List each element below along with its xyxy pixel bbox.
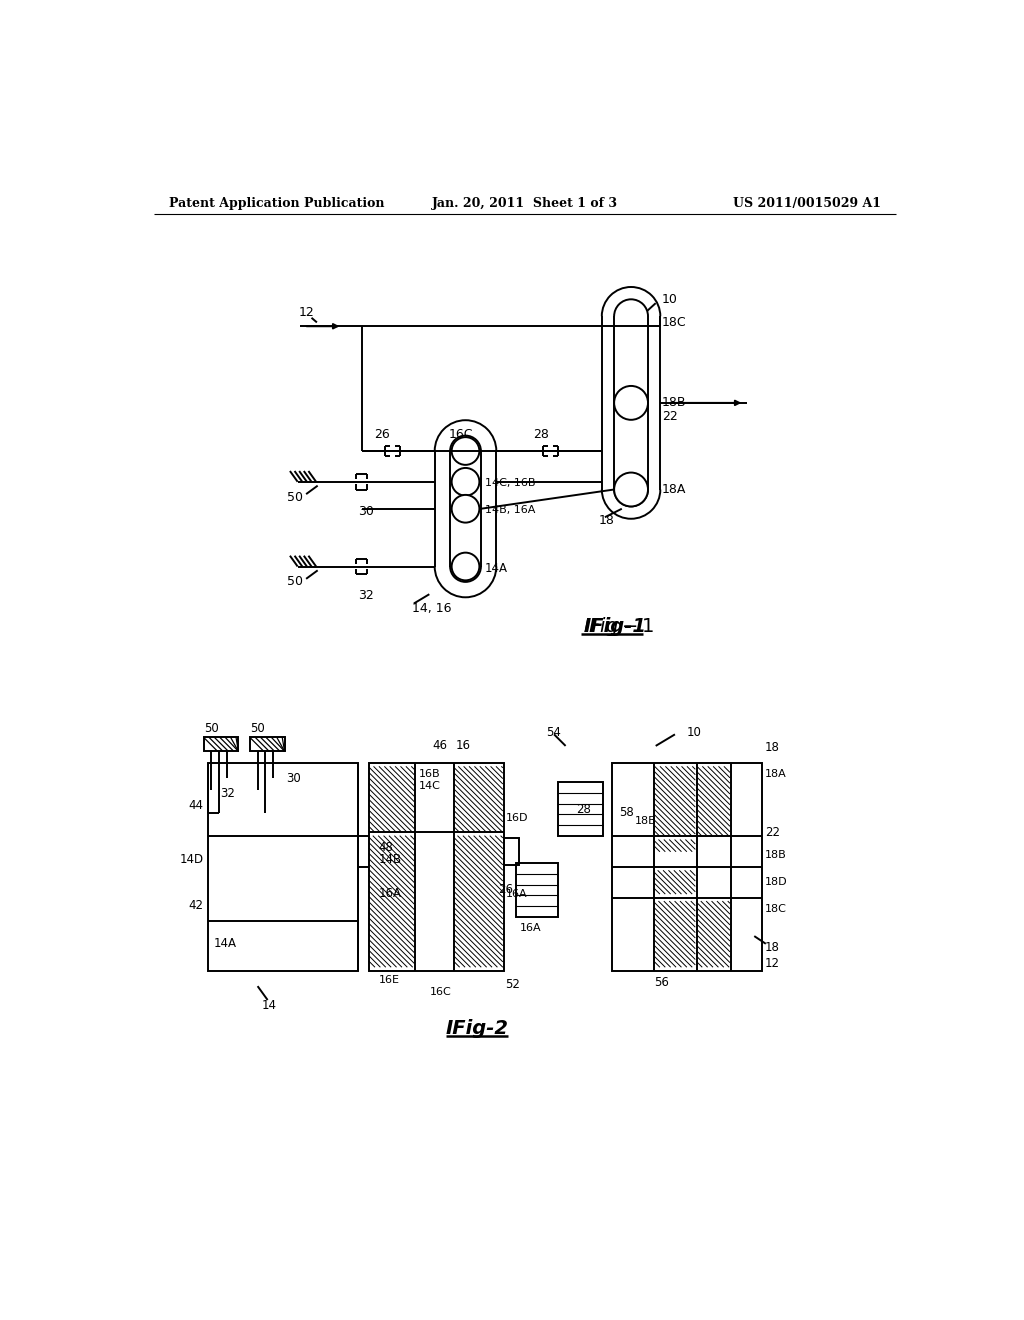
Text: 16A: 16A (379, 887, 401, 900)
Text: 16B: 16B (419, 770, 441, 779)
Text: 22: 22 (765, 825, 780, 838)
Text: 30: 30 (358, 504, 375, 517)
Text: 48: 48 (379, 841, 393, 854)
Text: 14A: 14A (214, 937, 237, 950)
Text: 14B: 14B (379, 853, 401, 866)
Text: 30: 30 (286, 772, 301, 785)
Text: 16C: 16C (430, 987, 452, 998)
Circle shape (452, 495, 479, 523)
Text: 10: 10 (662, 293, 678, 306)
Circle shape (614, 385, 648, 420)
Text: 26: 26 (499, 883, 514, 896)
Text: 14: 14 (261, 999, 276, 1012)
Text: 16C: 16C (449, 428, 473, 441)
Bar (204, 738, 239, 751)
Text: 14C, 16B: 14C, 16B (484, 478, 536, 488)
Text: 12: 12 (298, 306, 314, 319)
Text: 46: 46 (432, 739, 447, 752)
Text: 42: 42 (188, 899, 204, 912)
Text: 18A: 18A (662, 483, 686, 496)
Text: 18: 18 (765, 741, 780, 754)
Text: 16A: 16A (506, 888, 527, 899)
Text: 18C: 18C (662, 315, 686, 329)
Circle shape (452, 553, 479, 581)
Circle shape (614, 473, 648, 507)
Text: 10: 10 (686, 726, 701, 739)
Text: 16A: 16A (519, 924, 541, 933)
Circle shape (452, 437, 479, 465)
Text: 12: 12 (765, 957, 780, 970)
Text: 22: 22 (662, 411, 678, 424)
Text: 18B: 18B (662, 396, 686, 409)
Text: 16: 16 (456, 739, 470, 752)
Circle shape (452, 469, 479, 496)
Text: 16D: 16D (506, 813, 528, 824)
Bar (611, 763, 762, 970)
Text: 14C: 14C (419, 781, 441, 791)
Text: 50: 50 (250, 722, 264, 735)
Text: 14D: 14D (179, 853, 204, 866)
Bar (250, 738, 285, 751)
Text: 18B: 18B (635, 816, 656, 825)
Text: 28: 28 (534, 428, 549, 441)
Text: 32: 32 (358, 589, 374, 602)
Bar (515, 863, 558, 917)
Text: 32: 32 (220, 787, 236, 800)
Text: 50: 50 (287, 576, 303, 589)
Bar (558, 781, 602, 836)
Text: Jan. 20, 2011  Sheet 1 of 3: Jan. 20, 2011 Sheet 1 of 3 (432, 197, 617, 210)
Text: $\it{IFig-1}$: $\it{IFig-1}$ (584, 615, 654, 638)
Text: 18B: 18B (765, 850, 786, 861)
Text: 44: 44 (188, 799, 204, 812)
Text: 14B, 16A: 14B, 16A (484, 506, 536, 515)
Text: 28: 28 (577, 803, 591, 816)
Text: 52: 52 (506, 978, 520, 991)
Text: IFig-1: IFig-1 (584, 616, 646, 636)
Text: 14, 16: 14, 16 (412, 602, 452, 615)
Text: 18C: 18C (765, 904, 786, 915)
Text: 58: 58 (620, 807, 634, 820)
Text: 18A: 18A (765, 770, 786, 779)
Text: 50: 50 (287, 491, 303, 504)
Text: 18: 18 (765, 941, 780, 954)
Bar (208, 763, 357, 970)
Text: 16E: 16E (379, 975, 399, 985)
Text: 26: 26 (374, 428, 389, 441)
Text: 18: 18 (599, 513, 614, 527)
Text: 50: 50 (204, 722, 218, 735)
Bar (370, 763, 504, 970)
Bar (504, 838, 519, 866)
Text: 14A: 14A (484, 561, 508, 574)
Text: US 2011/0015029 A1: US 2011/0015029 A1 (732, 197, 881, 210)
Text: Patent Application Publication: Patent Application Publication (169, 197, 385, 210)
Text: 56: 56 (654, 975, 669, 989)
Text: 18D: 18D (765, 878, 787, 887)
Text: 54: 54 (547, 726, 561, 739)
Text: IFig-2: IFig-2 (445, 1019, 509, 1038)
